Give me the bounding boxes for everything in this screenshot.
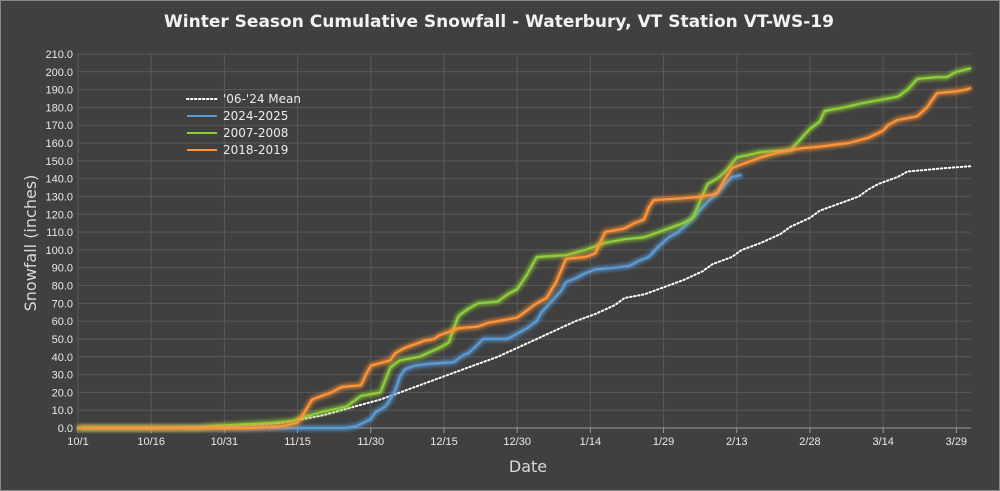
x-tick-label: 12/30 — [503, 436, 531, 448]
x-axis-title: Date — [509, 457, 547, 476]
y-axis-ticks: 0.0 10.0 20.0 30.0 40.0 50.0 60.0 70.0 80.0 90.0 1… — [45, 49, 73, 435]
y-tick-label: 40.0 — [52, 352, 73, 364]
x-tick-label: 1/14 — [580, 436, 601, 448]
y-tick-label: 30.0 — [52, 370, 73, 382]
y-tick-label: 130.0 — [45, 191, 73, 203]
y-tick-label: 170.0 — [45, 120, 73, 132]
series-line-2 — [78, 67, 972, 430]
y-tick-label: 120.0 — [45, 209, 73, 221]
legend-label: 2024-2025 — [223, 109, 288, 123]
series-lines — [77, 67, 972, 430]
chart-title: Winter Season Cumulative Snowfall - Wate… — [164, 12, 834, 32]
x-tick-label: 10/1 — [67, 436, 88, 448]
gridlines — [77, 53, 971, 429]
legend-label: 2018-2019 — [223, 143, 288, 157]
x-tick-label: 12/15 — [430, 436, 458, 448]
legend-label: 2007-2008 — [223, 126, 288, 140]
y-tick-label: 150.0 — [45, 156, 73, 168]
y-tick-label: 20.0 — [52, 387, 73, 399]
y-tick-label: 0.0 — [58, 423, 73, 435]
y-tick-label: 10.0 — [52, 405, 73, 417]
y-axis-title: Snowfall (inches) — [21, 175, 40, 312]
x-tick-label: 2/28 — [799, 436, 820, 448]
x-axis-ticks: 10/1 10/16 10/31 11/15 11/30 12/15 12/30 1/14 1/… — [67, 428, 967, 448]
y-tick-label: 50.0 — [52, 334, 73, 346]
x-tick-label: 11/15 — [284, 436, 311, 448]
x-tick-label: 10/31 — [211, 436, 239, 448]
x-tick-label: 11/30 — [357, 436, 384, 448]
x-tick-label: 3/14 — [872, 436, 893, 448]
y-tick-label: 210.0 — [45, 49, 73, 61]
y-tick-label: 70.0 — [52, 298, 73, 310]
y-tick-label: 110.0 — [46, 227, 73, 239]
y-tick-label: 140.0 — [45, 174, 73, 186]
legend: '06-'24 Mean 2024-2025 2007-2008 2018-2019 — [186, 92, 301, 157]
y-tick-label: 200.0 — [45, 67, 73, 79]
x-tick-label: 10/16 — [137, 436, 165, 448]
y-tick-label: 60.0 — [52, 316, 73, 328]
y-tick-label: 100.0 — [45, 245, 73, 257]
y-tick-label: 90.0 — [52, 263, 73, 275]
series-line-0 — [77, 165, 972, 429]
x-tick-label: 3/29 — [946, 436, 967, 448]
y-tick-label: 80.0 — [52, 281, 73, 293]
y-tick-label: 160.0 — [45, 138, 73, 150]
y-tick-label: 180.0 — [45, 102, 73, 114]
legend-label: '06-'24 Mean — [223, 92, 301, 106]
series-line-1 — [78, 174, 742, 430]
y-tick-label: 190.0 — [45, 85, 73, 97]
x-tick-label: 2/13 — [726, 436, 747, 448]
series-line-3 — [78, 86, 972, 430]
x-tick-label: 1/29 — [653, 436, 674, 448]
